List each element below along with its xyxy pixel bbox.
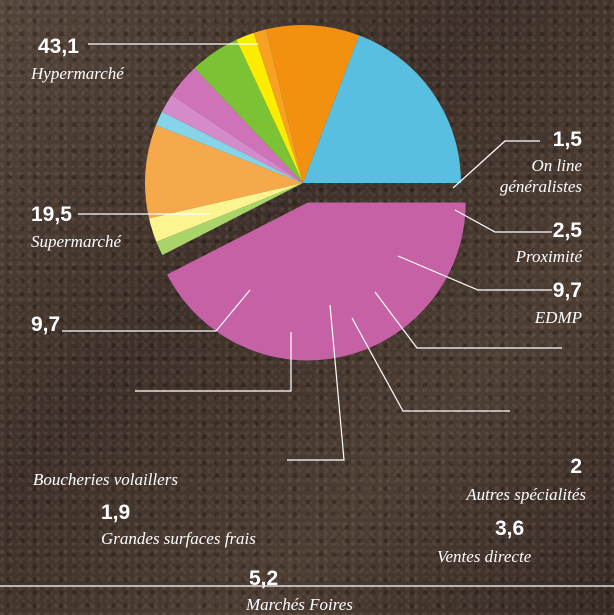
value-autres-specialites: 2 xyxy=(570,455,582,478)
pie-slice-proximit- xyxy=(149,183,303,242)
pie-slice-edmp xyxy=(145,125,303,219)
label-proximite: Proximité xyxy=(515,247,582,266)
value-proximite: 2,5 xyxy=(552,219,582,242)
pie-slice-autres-sp-cialit-s xyxy=(161,94,303,183)
leader-line-proximite xyxy=(454,209,552,233)
pie-slice-grandes-surfaces-frais xyxy=(236,32,303,183)
label-grandes-surfaces-frais: Grandes surfaces frais xyxy=(101,529,256,548)
value-supermarche: 19,5 xyxy=(31,203,72,226)
value-hypermarche: 43,1 xyxy=(38,35,79,58)
leader-line-9-7 xyxy=(62,289,251,332)
leader-line-online-generalistes xyxy=(452,140,540,189)
value-online-generalistes: 1,5 xyxy=(552,128,582,151)
leader-line-ventes-directe xyxy=(287,304,345,461)
label-hypermarche: Hypermarché xyxy=(31,64,124,83)
value-edmp: 9,7 xyxy=(552,279,582,302)
label-autres-specialites: Autres spécialités xyxy=(466,485,586,504)
pie-slice-unlabeled-10 xyxy=(265,25,360,183)
pie-slice-unlabeled-4 xyxy=(155,111,303,183)
pie-slices xyxy=(145,25,466,361)
leader-line-unlabeled xyxy=(374,291,562,349)
value-grandes-surfaces-frais: 1,9 xyxy=(101,501,131,524)
label-ventes-directe: Ventes directe xyxy=(437,547,532,566)
leader-line-edmp xyxy=(397,255,552,291)
pie-slice-on-line-g-n-ralistes xyxy=(156,183,303,256)
pie-slice-ventes-directe xyxy=(171,68,303,183)
pie-slice-supermarch- xyxy=(303,35,461,183)
value-marches-foires: 5,2 xyxy=(249,567,279,590)
label-supermarche: Supermarché xyxy=(31,232,122,251)
value-ventes-directe: 3,6 xyxy=(495,517,525,540)
label-online-generalistes: On line généralistes xyxy=(499,156,582,196)
label-marches-foires: Marchés Foires xyxy=(246,595,353,614)
pie-slice-march-s-foires xyxy=(194,39,303,184)
label-online-generalistes-wrap xyxy=(492,157,582,197)
value-9-7-left: 9,7 xyxy=(31,313,61,336)
leader-line-autres-specialites xyxy=(351,317,510,412)
leader-lines xyxy=(0,43,614,587)
pie-slice-boucheries-volaillers xyxy=(253,29,303,183)
label-edmp: EDMP xyxy=(534,308,582,327)
label-boucheries-volaillers: Boucheries volaillers xyxy=(33,470,178,489)
leader-line-grandes-surfaces-frais xyxy=(135,332,292,392)
pie-slice-hypermarch- xyxy=(167,202,466,361)
